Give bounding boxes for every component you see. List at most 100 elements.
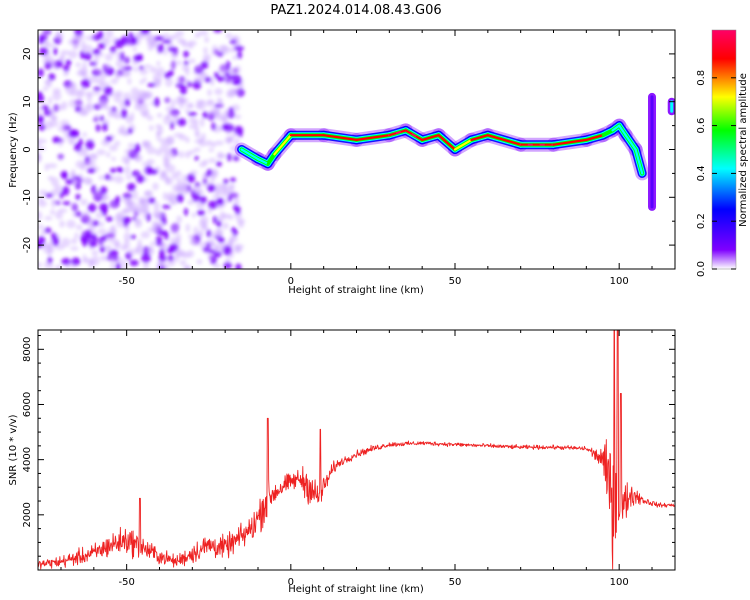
- noise-speck: [167, 47, 178, 52]
- noise-speck: [153, 201, 160, 211]
- colorbar-tick-label: 0.6: [696, 118, 707, 134]
- noise-speck: [102, 123, 108, 132]
- noise-speck: [226, 153, 232, 162]
- noise-speck: [50, 209, 55, 216]
- snr-panel: -50 0 50 100 2000 4000 6000 8000 Height of stra…: [8, 329, 676, 595]
- noise-speck: [181, 174, 188, 183]
- noise-speck: [64, 84, 70, 94]
- noise-speck: [228, 239, 234, 249]
- noise-speck: [106, 151, 111, 158]
- noise-speck: [189, 238, 197, 246]
- noise-speck: [75, 193, 81, 200]
- noise-speck: [213, 113, 223, 120]
- noise-speck: [158, 125, 164, 135]
- noise-speck: [72, 39, 79, 49]
- noise-speck: [192, 184, 202, 194]
- noise-speck: [68, 82, 76, 90]
- noise-speck: [77, 109, 88, 116]
- noise-speck: [61, 186, 70, 196]
- noise-speck: [121, 260, 127, 269]
- noise-speck: [123, 71, 132, 76]
- noise-speck: [228, 75, 238, 80]
- noise-speck: [72, 178, 80, 186]
- noise-speck: [53, 47, 58, 56]
- noise-speck: [206, 100, 215, 107]
- noise-speck: [234, 45, 245, 51]
- noise-speck: [65, 178, 75, 185]
- noise-speck: [171, 184, 181, 192]
- noise-speck: [61, 237, 71, 248]
- noise-speck: [213, 244, 219, 253]
- noise-speck: [80, 40, 86, 51]
- noise-speck: [213, 170, 218, 177]
- noise-speck: [193, 226, 199, 236]
- noise-speck: [48, 263, 54, 269]
- noise-speck: [187, 111, 198, 117]
- noise-speck: [233, 155, 240, 161]
- noise-speck: [159, 138, 169, 145]
- noise-speck: [205, 139, 213, 147]
- noise-speck: [93, 86, 101, 91]
- noise-speck: [187, 199, 195, 205]
- noise-speck: [90, 255, 100, 266]
- noise-speck: [44, 216, 53, 221]
- noise-speck: [47, 256, 53, 264]
- noise-speck: [152, 72, 163, 83]
- noise-speck: [97, 221, 105, 227]
- noise-speck: [221, 123, 230, 131]
- colorbar-ticks: 0.0 0.2 0.4 0.6 0.8: [696, 29, 737, 277]
- noise-speck: [95, 124, 101, 132]
- ridge-segment: [240, 148, 260, 161]
- noise-speck: [120, 129, 129, 136]
- snr-axes: -50 0 50 100 2000 4000 6000 8000: [22, 329, 676, 588]
- noise-speck: [175, 60, 183, 65]
- snr-line: [38, 330, 675, 570]
- noise-speck: [142, 261, 150, 269]
- noise-speck: [230, 88, 241, 95]
- noise-speck: [144, 92, 152, 99]
- noise-speck: [99, 246, 106, 253]
- noise-speck: [163, 49, 168, 56]
- noise-speck: [148, 197, 156, 204]
- noise-speck: [217, 197, 224, 206]
- noise-speck: [213, 263, 221, 269]
- noise-speck: [201, 133, 206, 141]
- noise-speck: [38, 152, 41, 162]
- noise-speck: [59, 138, 66, 144]
- noise-speck: [196, 259, 203, 265]
- noise-speck: [174, 253, 180, 262]
- ridge-segment: [618, 124, 627, 137]
- noise-speck: [75, 160, 86, 169]
- noise-speck: [198, 30, 209, 36]
- noise-speck: [38, 36, 45, 45]
- noise-speck: [89, 61, 97, 66]
- noise-speck: [198, 140, 207, 147]
- noise-speck: [185, 223, 191, 233]
- noise-speck: [60, 50, 70, 55]
- snr-x-label: Height of straight line (km): [288, 584, 424, 595]
- noise-speck: [162, 39, 172, 44]
- noise-speck: [216, 75, 225, 82]
- ridge-peak: [471, 134, 489, 141]
- noise-speck: [195, 103, 202, 109]
- noise-speck: [101, 99, 108, 108]
- noise-speck: [103, 64, 110, 71]
- noise-speck: [95, 211, 103, 219]
- spectrogram-x-tick-label: 50: [449, 276, 462, 287]
- noise-speck: [114, 213, 124, 222]
- noise-speck: [183, 60, 189, 65]
- noise-speck: [157, 43, 165, 53]
- noise-speck: [79, 87, 86, 97]
- noise-speck: [75, 224, 83, 231]
- ridge-peak: [389, 129, 407, 136]
- noise-speck: [87, 217, 96, 227]
- noise-speck: [238, 220, 244, 229]
- noise-speck: [66, 219, 76, 229]
- noise-speck: [105, 135, 113, 142]
- noise-speck: [146, 247, 155, 256]
- spectrogram-y-tick-label: 0: [22, 146, 33, 152]
- noise-speck: [217, 204, 224, 210]
- noise-speck: [91, 250, 99, 256]
- noise-speck: [137, 238, 142, 249]
- noise-speck: [139, 208, 149, 213]
